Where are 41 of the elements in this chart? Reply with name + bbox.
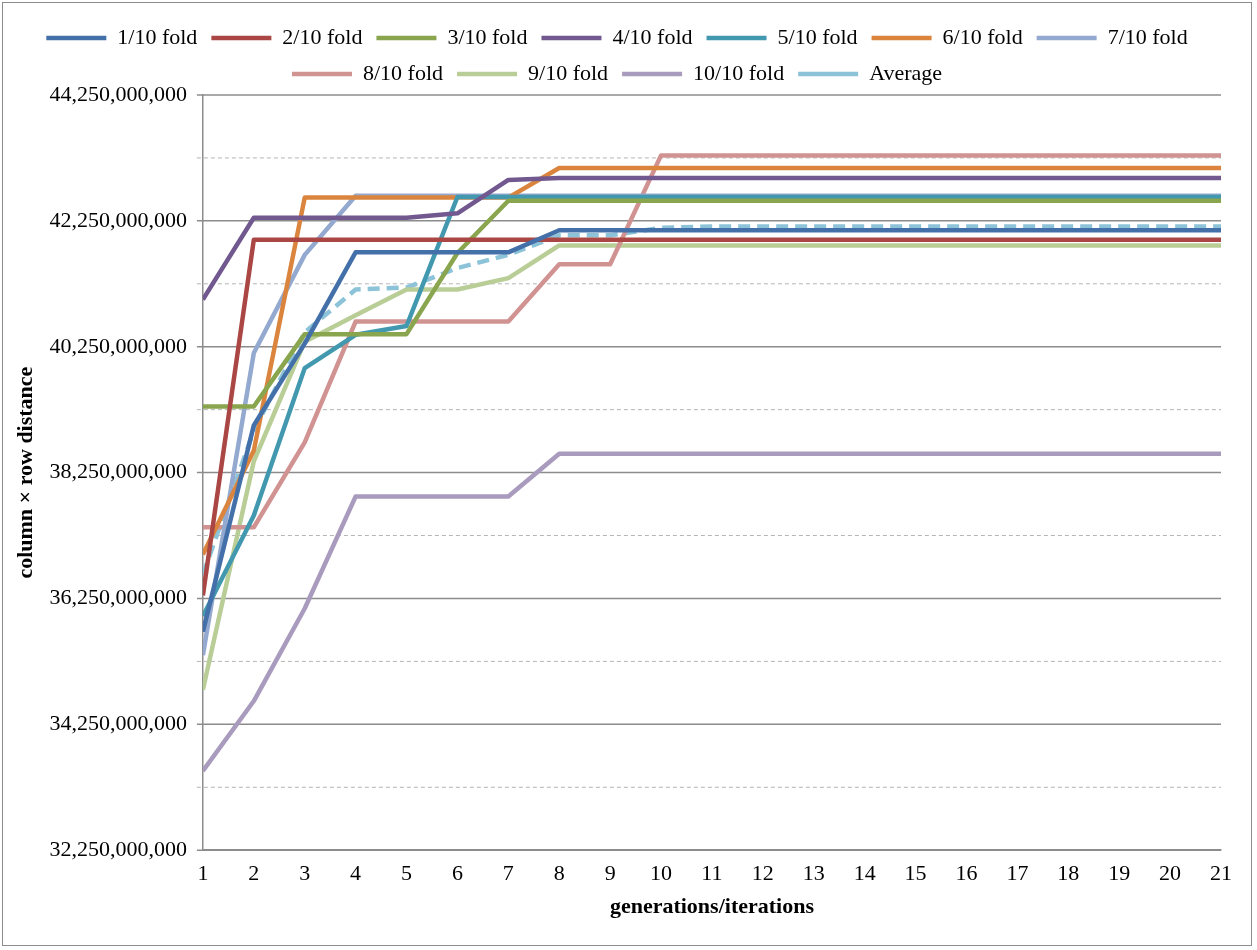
x-tick-label: 4 [350, 860, 362, 886]
legend-label: 10/10 fold [693, 59, 785, 85]
x-tick-label: 14 [853, 860, 876, 886]
legend-label: 6/10 fold [942, 23, 1023, 49]
x-tick-label: 17 [1006, 860, 1029, 886]
legend-label: 4/10 fold [612, 23, 693, 49]
legend-label: 2/10 fold [282, 23, 363, 49]
x-tick-label: 8 [553, 860, 565, 886]
y-tick-label: 34,250,000,000 [49, 710, 187, 736]
x-tick-label: 10 [650, 860, 673, 886]
x-tick-label: 20 [1159, 860, 1182, 886]
legend-label: 7/10 fold [1107, 23, 1188, 49]
legend-label: 8/10 fold [362, 59, 444, 85]
x-tick-label: 5 [401, 860, 413, 886]
x-tick-label: 7 [502, 860, 514, 886]
x-tick-label: 16 [955, 860, 978, 886]
legend-label: 9/10 fold [528, 59, 609, 85]
x-tick-label: 21 [1210, 860, 1232, 886]
y-axis-title: column × row distance [11, 366, 37, 579]
x-tick-label: 19 [1108, 860, 1131, 886]
x-tick-label: 3 [299, 860, 311, 886]
legend-label: 5/10 fold [777, 23, 858, 49]
x-tick-label: 2 [248, 860, 260, 886]
y-tick-label: 32,250,000,000 [49, 835, 187, 861]
y-tick-label: 44,250,000,000 [49, 80, 187, 106]
y-tick-label: 40,250,000,000 [49, 332, 187, 358]
x-tick-label: 6 [451, 860, 463, 886]
x-axis-title: generations/iterations [609, 893, 815, 919]
y-tick-label: 38,250,000,000 [49, 458, 187, 484]
x-tick-label: 1 [197, 860, 209, 886]
y-tick-label: 42,250,000,000 [49, 206, 187, 232]
x-tick-label: 12 [751, 860, 774, 886]
x-tick-label: 13 [802, 860, 825, 886]
y-tick-label: 36,250,000,000 [49, 584, 187, 610]
legend-label: 3/10 fold [447, 23, 528, 49]
x-tick-label: 9 [604, 860, 616, 886]
legend-label: Average [869, 59, 943, 85]
x-tick-label: 11 [701, 860, 723, 886]
x-tick-label: 15 [904, 860, 927, 886]
x-tick-label: 18 [1057, 860, 1080, 886]
legend-label: 1/10 fold [117, 23, 198, 49]
